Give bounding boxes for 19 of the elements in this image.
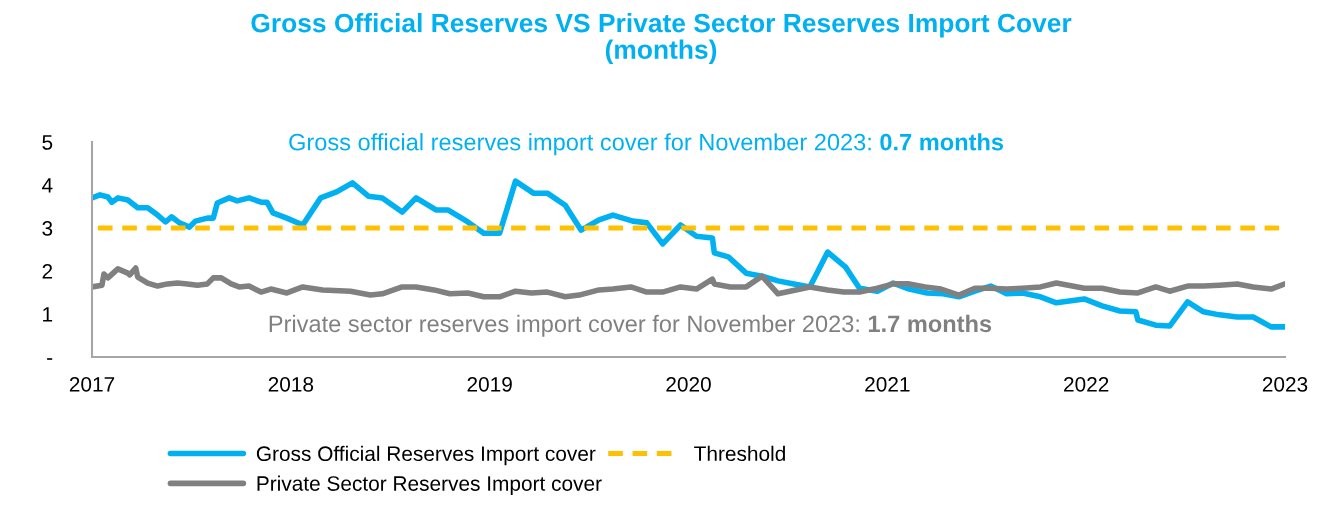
- y-tick-label: 5: [42, 135, 53, 150]
- chart-title: Gross Official Reserves VS Private Sector Reserves Import Cover (months): [251, 13, 1072, 65]
- x-tick-label: 2020: [666, 376, 711, 392]
- annotation: Private sector reserves import cover for November 2023: 1.7 months: [269, 314, 992, 337]
- y-tick-label: 1: [43, 307, 53, 322]
- legend-label: Threshold: [694, 445, 785, 462]
- x-tick-label: 2022: [1064, 376, 1109, 392]
- x-tick-label: 2018: [268, 376, 314, 392]
- y-tick-label: -: [47, 358, 53, 360]
- y-tick-label: 3: [42, 221, 53, 236]
- y-tick-label: 4: [42, 178, 53, 193]
- legend-label: Private Sector Reserves Import cover: [257, 475, 602, 495]
- annotation: Gross official reserves import cover for November 2023: 0.7 months: [289, 133, 1004, 156]
- x-tick-label: 2019: [467, 376, 512, 392]
- x-tick-label: 2023: [1262, 376, 1308, 392]
- x-tick-label: 2021: [865, 376, 910, 392]
- y-tick-label: 2: [42, 264, 53, 279]
- legend-label: Gross Official Reserves Import cover: [256, 445, 596, 466]
- x-tick-label: 2017: [69, 376, 115, 392]
